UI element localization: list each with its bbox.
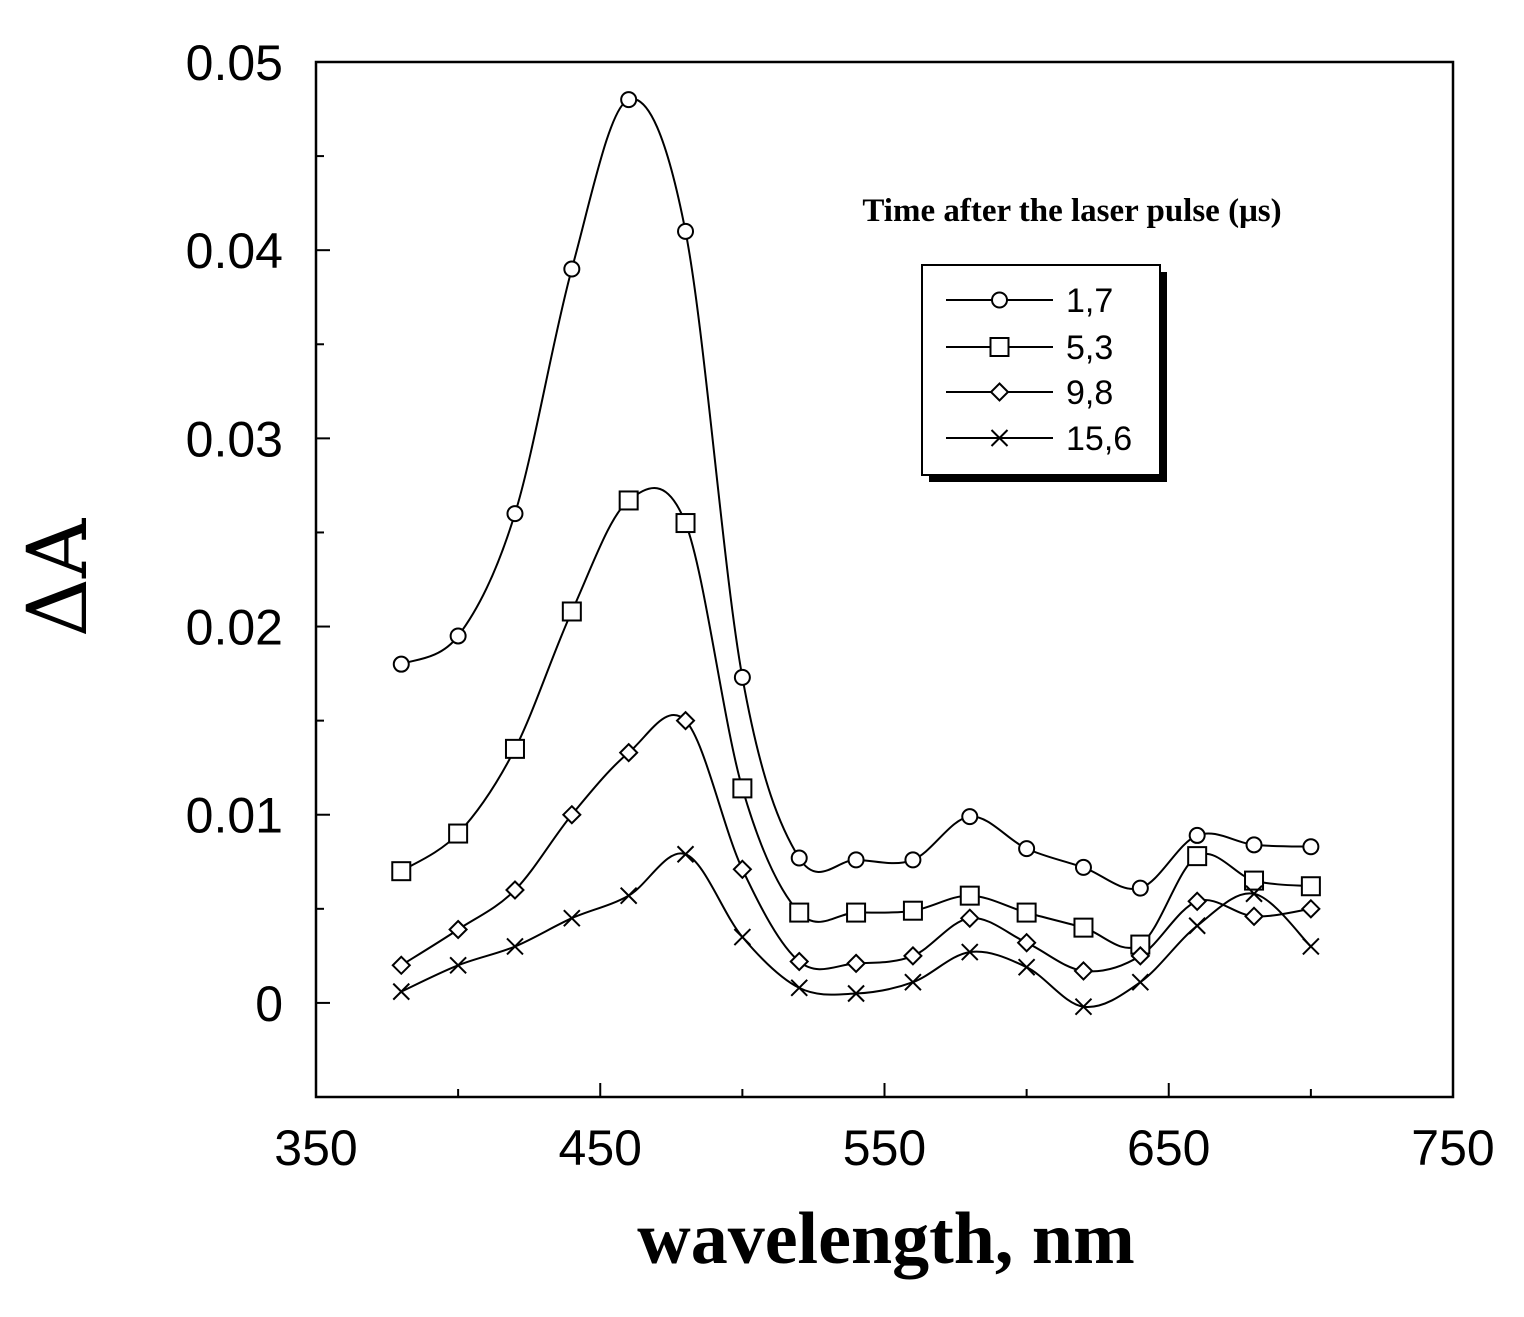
- series-markers: [391, 91, 1321, 1016]
- y-tick-label: 0.02: [186, 600, 283, 656]
- legend-label: 15,6: [1066, 420, 1132, 458]
- data-point-4: [676, 845, 695, 863]
- data-point-2: [1016, 902, 1037, 923]
- legend-label: 1,7: [1066, 282, 1113, 320]
- data-point-2: [675, 513, 696, 534]
- y-tick-label: 0.03: [186, 411, 283, 467]
- data-point-3: [959, 908, 980, 929]
- data-point-3: [448, 919, 469, 940]
- data-point-1: [961, 808, 979, 826]
- data-point-4: [1302, 937, 1320, 956]
- data-point-4: [847, 984, 865, 1003]
- legend-title: Time after the laser pulse (μs): [862, 193, 1281, 229]
- data-point-2: [1244, 870, 1265, 891]
- data-point-4: [506, 937, 524, 956]
- data-point-2: [1187, 846, 1208, 867]
- series-curves: [400, 98, 1312, 1008]
- x-tick-label: 650: [1127, 1120, 1210, 1176]
- axis-ticks: [315, 61, 1454, 1098]
- data-point-4: [790, 979, 808, 997]
- data-point-3: [789, 951, 810, 972]
- legend-marker: [990, 429, 1009, 447]
- data-point-3: [561, 804, 582, 825]
- data-point-2: [732, 778, 753, 799]
- y-tick-label: 0.01: [186, 788, 283, 844]
- data-point-3: [1130, 945, 1151, 966]
- data-point-2: [448, 823, 469, 844]
- data-point-2: [618, 490, 639, 511]
- series-line-1: [400, 98, 1311, 891]
- legend-marker: [989, 337, 1010, 357]
- data-point-1: [392, 655, 410, 673]
- series-line-2: [400, 487, 1311, 949]
- legend-marker: [991, 291, 1008, 309]
- data-point-3: [505, 880, 525, 900]
- data-point-1: [1188, 826, 1206, 844]
- data-point-4: [1245, 885, 1263, 903]
- data-point-4: [733, 928, 752, 946]
- data-point-2: [1073, 917, 1094, 938]
- data-point-2: [789, 902, 810, 923]
- data-point-2: [504, 738, 525, 759]
- legend-label: 5,3: [1066, 329, 1113, 367]
- data-point-4: [619, 886, 638, 905]
- y-tick-label: 0.05: [186, 35, 283, 91]
- x-tick-label: 550: [843, 1120, 926, 1176]
- data-point-2: [561, 601, 582, 622]
- data-point-1: [1018, 840, 1036, 858]
- data-point-1: [677, 222, 695, 240]
- data-point-3: [675, 710, 696, 731]
- data-point-1: [847, 851, 865, 869]
- data-point-2: [902, 900, 923, 921]
- data-point-1: [1131, 879, 1149, 897]
- x-tick-label: 750: [1411, 1120, 1494, 1176]
- legend: 1,7 5,3 9,8 15,6: [921, 264, 1167, 482]
- data-point-4: [392, 982, 410, 1001]
- data-point-3: [732, 859, 753, 880]
- y-tick-label: 0.04: [186, 223, 283, 279]
- data-point-2: [1300, 876, 1321, 897]
- data-point-3: [1016, 932, 1037, 953]
- data-point-2: [846, 902, 867, 923]
- data-point-1: [449, 627, 467, 645]
- data-point-3: [618, 742, 639, 763]
- y-axis-title: ΔA: [11, 517, 106, 637]
- data-point-1: [1302, 838, 1320, 856]
- data-point-1: [733, 668, 751, 686]
- data-point-4: [1131, 973, 1150, 991]
- legend-label: 9,8: [1066, 374, 1113, 412]
- data-point-3: [1244, 906, 1264, 927]
- data-point-3: [391, 955, 412, 976]
- data-point-4: [904, 973, 922, 991]
- data-point-4: [563, 909, 581, 927]
- axis-tick-labels: 350 450 550 650 750 0 0.01 0.02 0.03 0.04 0.05: [186, 35, 1495, 1176]
- data-point-3: [1300, 898, 1321, 919]
- data-point-4: [1074, 997, 1093, 1016]
- data-point-4: [961, 943, 979, 961]
- data-point-1: [563, 260, 581, 278]
- data-point-3: [903, 945, 923, 966]
- y-tick-label: 0: [255, 976, 283, 1032]
- x-axis-title: wavelength, nm: [637, 1198, 1134, 1280]
- series-line-3: [400, 713, 1312, 973]
- data-point-3: [1073, 961, 1094, 981]
- series-line-4: [400, 852, 1312, 1008]
- data-point-4: [449, 956, 467, 974]
- data-point-4: [1017, 958, 1036, 976]
- data-point-3: [846, 953, 866, 974]
- data-point-2: [959, 885, 980, 906]
- data-point-3: [1187, 891, 1208, 912]
- data-point-1: [904, 851, 922, 869]
- data-point-1: [1074, 858, 1092, 876]
- data-point-1: [506, 505, 524, 523]
- data-point-1: [790, 849, 808, 867]
- data-point-1: [1245, 836, 1263, 854]
- data-point-2: [391, 861, 412, 882]
- legend-marker: [989, 382, 1010, 402]
- data-point-4: [1188, 917, 1206, 935]
- x-tick-label: 450: [559, 1120, 642, 1176]
- data-point-1: [620, 91, 638, 109]
- x-tick-label: 350: [274, 1120, 357, 1176]
